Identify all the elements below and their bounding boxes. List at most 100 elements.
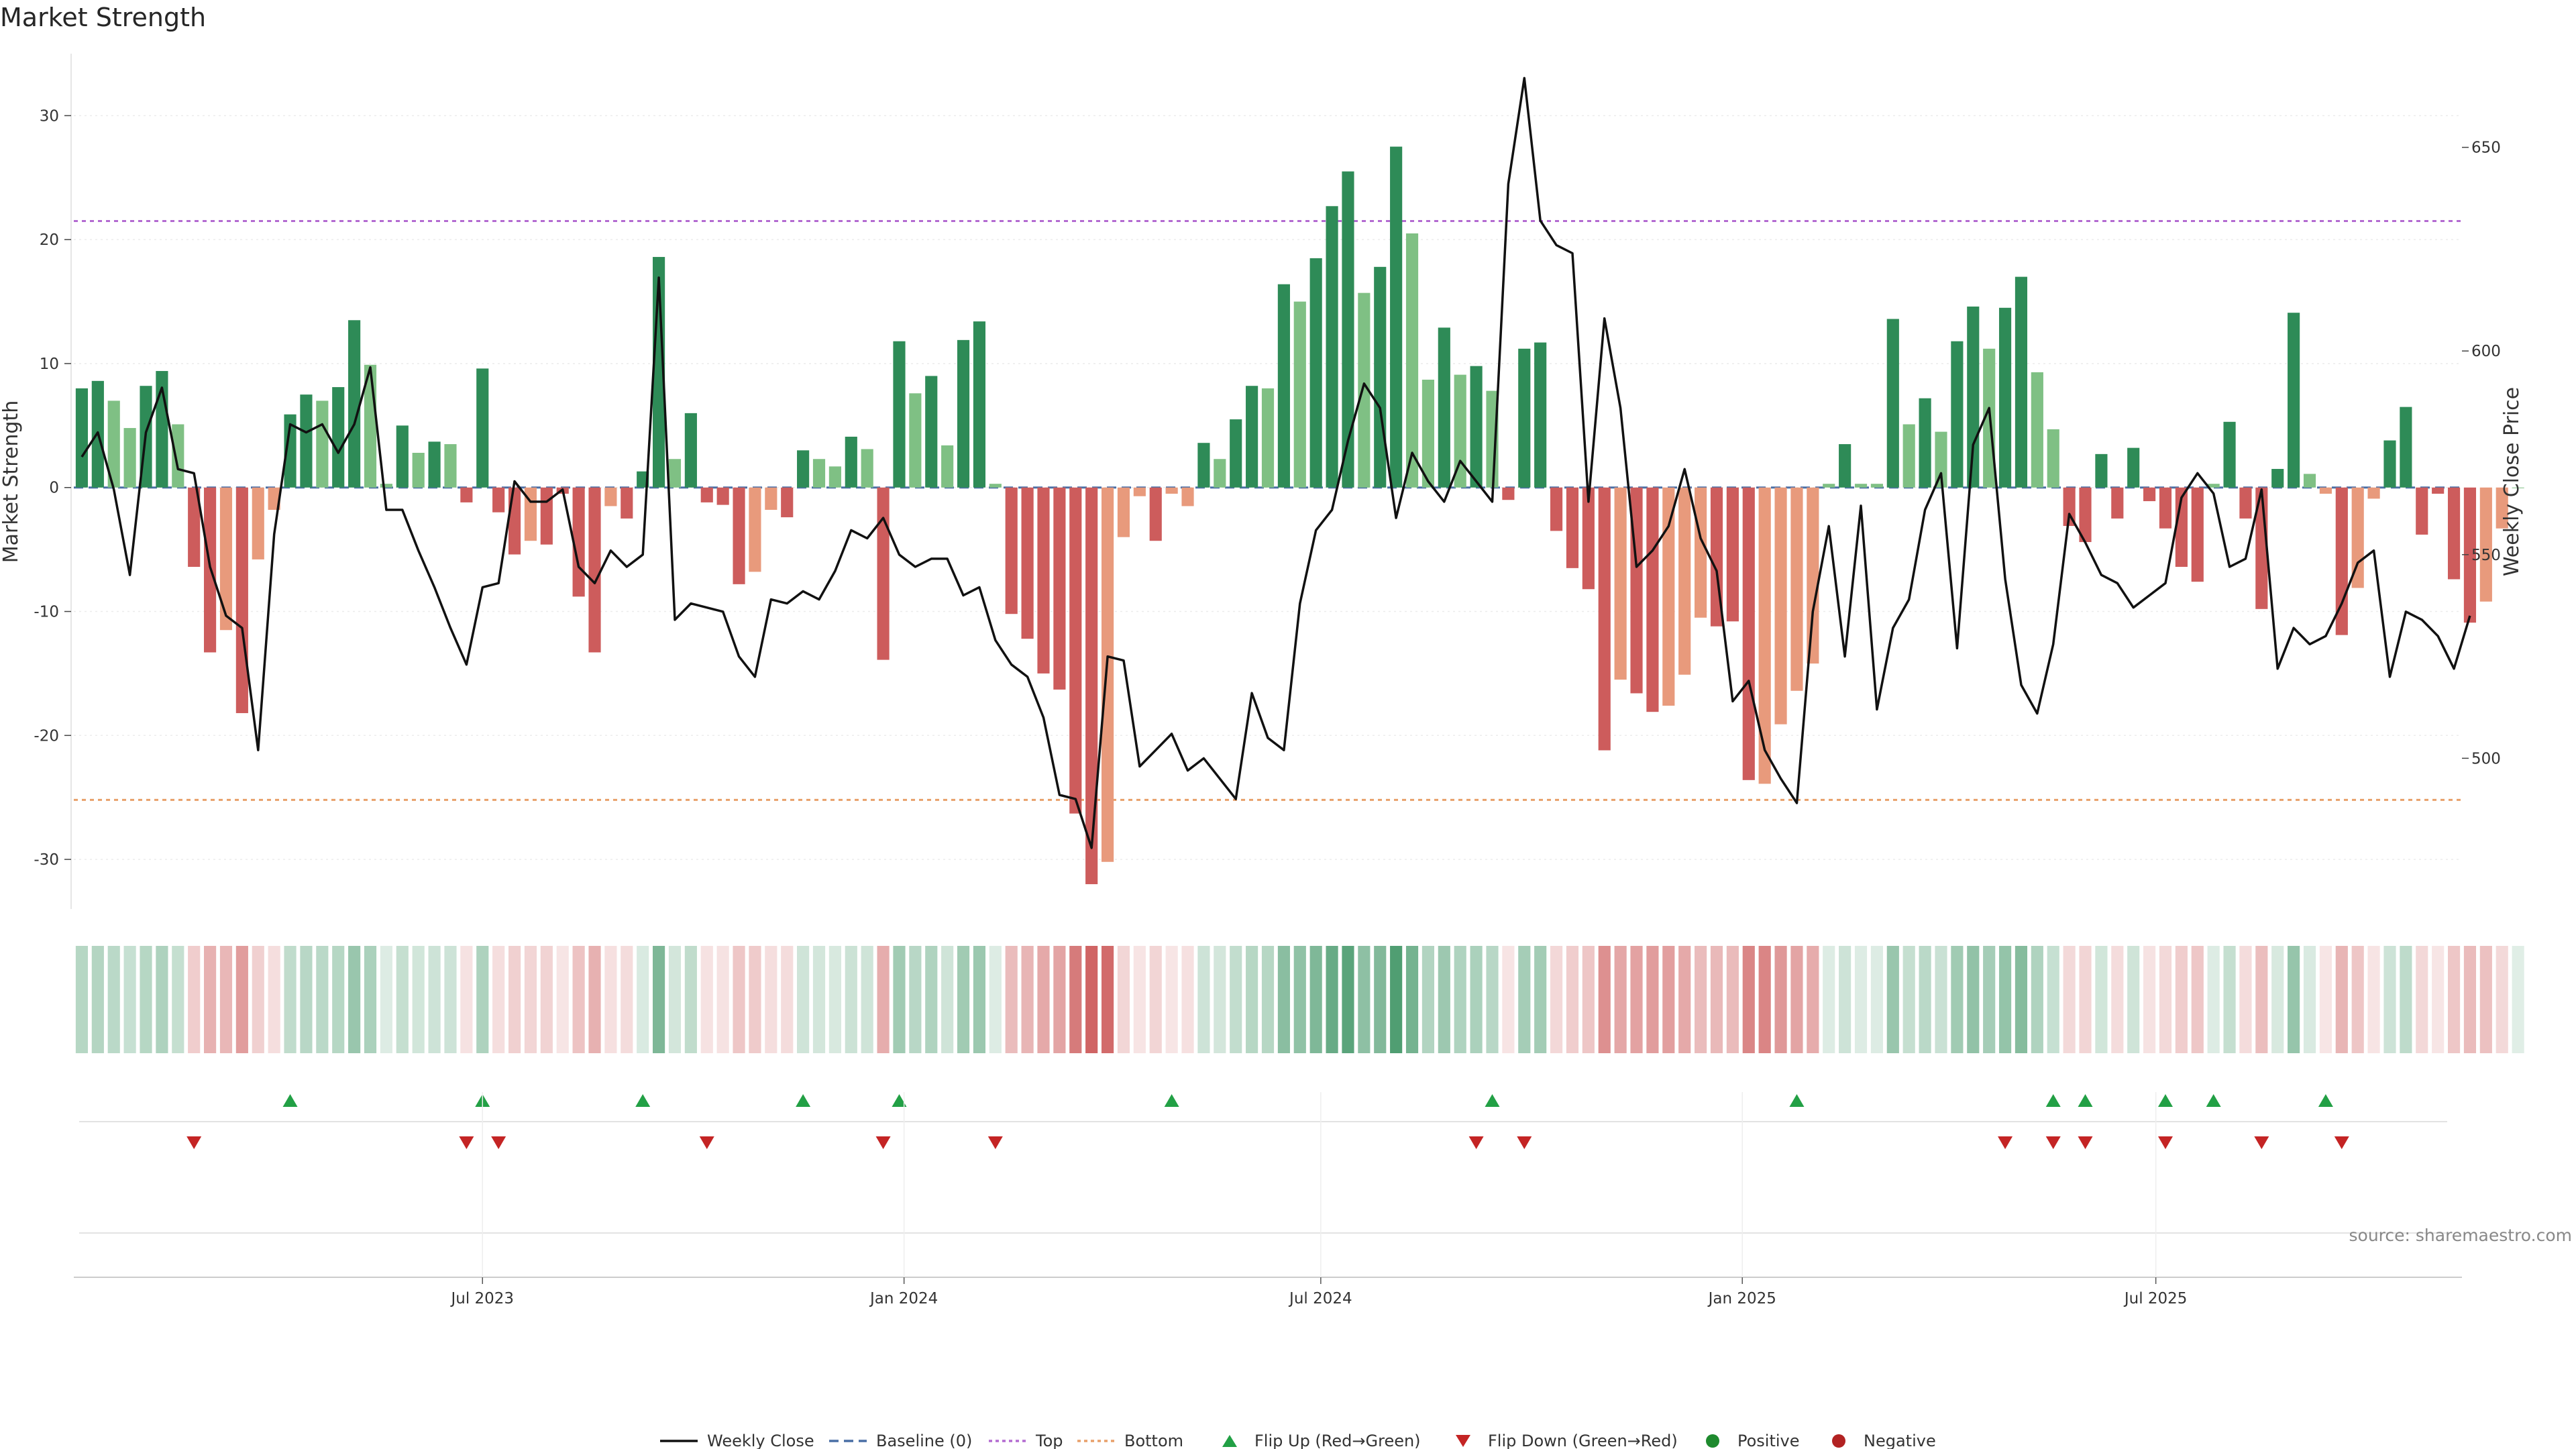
- legend-swatch: [1456, 1435, 1470, 1447]
- strength-bar: [877, 487, 890, 660]
- strength-bar: [1181, 487, 1194, 506]
- strength-bar: [2400, 407, 2412, 488]
- heat-cell: [428, 946, 441, 1053]
- strength-bar: [2159, 487, 2172, 529]
- x-tick-label: Jan 2024: [869, 1290, 938, 1307]
- strength-bar: [188, 487, 201, 567]
- strength-bar: [1342, 171, 1354, 488]
- heat-cell: [1566, 946, 1579, 1053]
- heat-cell: [2079, 946, 2092, 1053]
- strength-bar: [2207, 484, 2220, 488]
- x-tick-label: Jul 2023: [449, 1290, 514, 1307]
- flip-up-marker: [2206, 1094, 2221, 1107]
- strength-bar: [1790, 487, 1803, 691]
- heat-cell: [380, 946, 392, 1053]
- legend-label: Negative: [1864, 1432, 1936, 1449]
- y-tick-label: -30: [34, 851, 59, 869]
- strength-bar: [1614, 487, 1627, 680]
- strength-bar: [444, 444, 457, 488]
- strength-bar: [1117, 487, 1130, 537]
- strength-bar: [2367, 487, 2380, 499]
- strength-bar: [1197, 443, 1210, 488]
- strength-bar: [2015, 276, 2028, 488]
- heat-cell: [957, 946, 970, 1053]
- flip-down-marker: [2254, 1136, 2269, 1149]
- heat-cell: [1390, 946, 1403, 1053]
- heat-cell: [1342, 946, 1354, 1053]
- weekly-close-line: [80, 76, 2471, 849]
- heat-cell: [2047, 946, 2059, 1053]
- strength-bar: [412, 453, 425, 488]
- flip-up-marker: [1164, 1094, 1179, 1107]
- heat-cell: [1181, 946, 1194, 1053]
- heat-cell: [268, 946, 280, 1053]
- strength-bar: [925, 376, 938, 488]
- flip-down-marker: [186, 1136, 202, 1149]
- strength-bar: [989, 484, 1002, 488]
- strength-bar: [332, 387, 345, 488]
- heat-cell: [1630, 946, 1643, 1053]
- heat-cell: [524, 946, 537, 1053]
- legend: Weekly Close Baseline (0) Top Bottom Flip Up…: [660, 1432, 1936, 1449]
- heat-cell: [861, 946, 873, 1053]
- strength-bar: [1053, 487, 1066, 690]
- heat-cell: [476, 946, 489, 1053]
- legend-label: Weekly Close: [707, 1432, 814, 1449]
- heat-cell: [123, 946, 136, 1053]
- heat-cell: [2512, 946, 2524, 1053]
- strength-bar: [2191, 487, 2204, 582]
- strength-bar: [1902, 424, 1915, 488]
- strength-bar: [1951, 341, 1964, 488]
- strength-bar: [75, 388, 89, 488]
- heat-cell: [1726, 946, 1739, 1053]
- heat-cell: [716, 946, 729, 1053]
- heat-cell: [1053, 946, 1066, 1053]
- strength-bar: [893, 341, 906, 488]
- heat-cell: [1117, 946, 1130, 1053]
- strength-bar: [828, 466, 841, 488]
- heat-cell: [348, 946, 361, 1053]
- y2-axis-ticks: 650 600 550 500: [2462, 140, 2501, 767]
- heat-cell: [1518, 946, 1531, 1053]
- strength-bar: [1326, 206, 1338, 488]
- reference-lines: [74, 219, 2462, 801]
- heat-cell: [364, 946, 377, 1053]
- heat-cell: [219, 946, 233, 1053]
- heat-cell: [1758, 946, 1771, 1053]
- heat-cell: [412, 946, 425, 1053]
- flip-down-marker: [875, 1136, 891, 1149]
- y2-tick-label: 550: [2471, 547, 2501, 564]
- heat-cell: [1854, 946, 1868, 1053]
- y-tick-label: 10: [40, 356, 59, 373]
- strength-bar: [781, 487, 794, 518]
- heat-cell: [1774, 946, 1787, 1053]
- flip-up-marker: [892, 1094, 907, 1107]
- heat-cell: [1261, 946, 1275, 1053]
- strength-bar: [219, 487, 233, 631]
- heat-cell: [1438, 946, 1450, 1053]
- heat-cell: [1358, 946, 1371, 1053]
- heat-cell: [1246, 946, 1258, 1053]
- strength-bar: [1246, 386, 1258, 488]
- heat-cell: [765, 946, 777, 1053]
- y-tick-label: 0: [49, 480, 59, 497]
- heat-cell: [1967, 946, 1980, 1053]
- heat-cell: [588, 946, 601, 1053]
- heat-cell: [973, 946, 986, 1053]
- heat-cell: [1085, 946, 1098, 1053]
- heat-cell: [1598, 946, 1611, 1053]
- strength-bar: [588, 487, 601, 653]
- strength-bar: [235, 487, 248, 714]
- x-tick-label: Jul 2025: [2123, 1290, 2188, 1307]
- strength-bar: [2351, 487, 2364, 588]
- y-axis-label: Market Strength: [0, 400, 23, 563]
- heat-cell: [1678, 946, 1691, 1053]
- strength-bar: [1534, 342, 1547, 488]
- strength-bar: [733, 487, 745, 584]
- heat-cell: [2031, 946, 2043, 1053]
- strength-bar: [1149, 487, 1162, 541]
- legend-swatch: [1832, 1434, 1845, 1448]
- heat-cell: [1710, 946, 1723, 1053]
- strength-bar: [396, 425, 409, 488]
- heat-cell: [2159, 946, 2172, 1053]
